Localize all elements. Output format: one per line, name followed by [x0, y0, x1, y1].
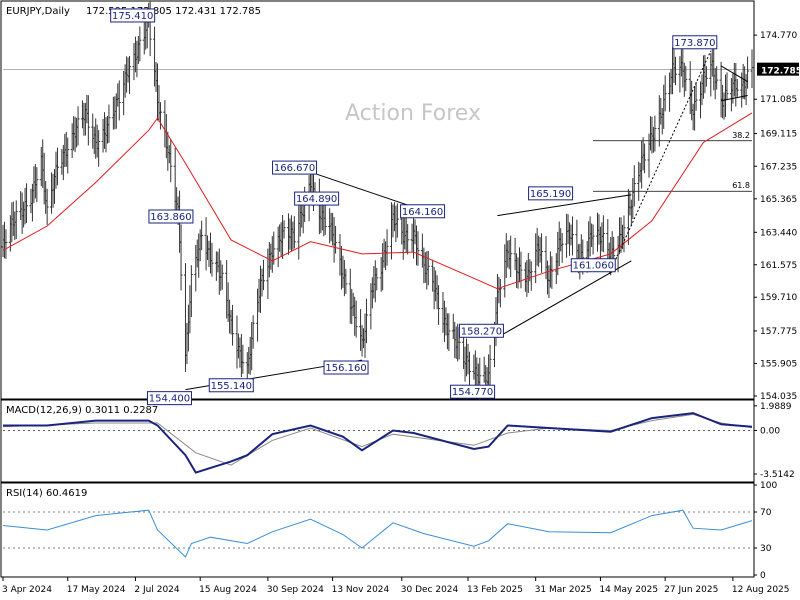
annotation-label: 156.160 [325, 363, 366, 374]
price-tick-label: 159.710 [760, 293, 797, 303]
macd-label: MACD(12,26,9) 0.3011 0.2287 [6, 405, 158, 416]
price-tick-label: 171.085 [760, 95, 797, 105]
rsi-tick-label: 70 [760, 508, 772, 518]
rsi-tick-label: 100 [760, 481, 777, 491]
rsi-tick-label: 0 [760, 571, 766, 581]
date-tick-label: 12 Aug 2025 [732, 585, 790, 595]
date-tick-label: 30 Dec 2024 [401, 585, 459, 595]
price-panel-frame [0, 0, 755, 400]
date-tick-label: 17 May 2024 [67, 585, 126, 595]
annotation-label: 166.670 [274, 163, 315, 174]
date-tick-label: 13 Nov 2024 [332, 585, 390, 595]
watermark: Action Forex [345, 101, 481, 126]
price-tick-label: 163.440 [760, 228, 797, 238]
date-tick-label: 14 May 2025 [599, 585, 658, 595]
trendline-triangle-bottom [721, 95, 748, 102]
macd-tick-label: -3.5142 [760, 470, 795, 480]
macd-signal-line [2, 413, 753, 466]
annotation-label: 165.190 [530, 189, 571, 200]
macd-tick-label: 0.00 [760, 426, 780, 436]
annotation-box [272, 160, 318, 175]
rsi-panel-frame [0, 482, 755, 578]
dotted-fib-anchor [608, 50, 712, 274]
annotation-label: 163.860 [150, 212, 191, 223]
annotation-box [146, 391, 192, 406]
last-price-label: 172.785 [761, 67, 800, 77]
rsi-tick-label: 30 [760, 544, 772, 554]
date-tick-label: 27 Jun 2025 [664, 585, 718, 595]
annotation-label: 175.410 [112, 11, 153, 22]
annotation-label: 161.060 [573, 261, 614, 272]
price-tick-label: 169.115 [760, 130, 797, 140]
moving-average [2, 112, 753, 290]
trendline-wedge-top [497, 194, 632, 217]
macd-tick-label: 1.9889 [760, 402, 792, 412]
axes: 174.770 172.785 171.085 169.115 167.235 165.3… [2, 31, 800, 595]
annotation-label: 164.890 [296, 194, 337, 205]
fib-label: 38.2 [732, 131, 750, 140]
ma-line [2, 112, 753, 290]
price-tick-label: 165.365 [760, 195, 797, 205]
fib-label: 61.8 [732, 181, 750, 190]
rsi-line [2, 509, 753, 558]
annotation-label: 154.400 [149, 394, 190, 405]
annotations: 175.410 163.860 154.400 155.140 166.670 164.8… [110, 8, 718, 406]
price-tick-label: 154.035 [760, 392, 797, 402]
macd-line [3, 412, 753, 474]
date-tick-label: 30 Sep 2024 [267, 585, 324, 595]
annotation-box [528, 186, 574, 201]
annotation-box [148, 209, 194, 224]
annotation-label: 155.140 [211, 381, 252, 392]
annotation-box [294, 191, 340, 206]
annotation-label: 173.870 [674, 38, 715, 49]
header-symbol: EURJPY,Daily [6, 6, 70, 17]
macd-series [2, 412, 753, 474]
annotation-label: 154.770 [452, 387, 493, 398]
date-tick-label: 15 Aug 2024 [199, 585, 257, 595]
fib-layer: 38.2 61.8 [593, 131, 752, 192]
annotation-box [208, 378, 254, 393]
date-tick-label: 31 Mar 2025 [535, 585, 592, 595]
date-tick-label: 2 Jul 2024 [134, 585, 179, 595]
price-tick-label: 174.770 [760, 31, 797, 41]
price-tick-label: 155.905 [760, 359, 797, 369]
price-tick-label: 161.575 [760, 261, 797, 271]
price-tick-label: 157.775 [760, 327, 797, 337]
annotation-box [570, 258, 616, 273]
annotation-box [400, 204, 446, 219]
price-tick-label: 167.235 [760, 162, 797, 172]
date-tick-label: 13 Feb 2025 [467, 585, 523, 595]
macd-panel-frame [0, 399, 755, 483]
annotation-box [110, 8, 156, 23]
annotation-box [323, 360, 369, 375]
annotation-label: 158.270 [461, 326, 502, 337]
last-price-box [757, 62, 799, 76]
rsi-series [2, 509, 753, 558]
date-tick-label: 3 Apr 2024 [2, 585, 52, 595]
trendline-triangle-top [720, 65, 748, 83]
annotation-label: 164.160 [402, 207, 443, 218]
annotation-box [672, 35, 718, 50]
annotation-box [458, 323, 504, 338]
rsi-label: RSI(14) 60.4619 [6, 488, 87, 499]
annotation-box [450, 384, 496, 399]
